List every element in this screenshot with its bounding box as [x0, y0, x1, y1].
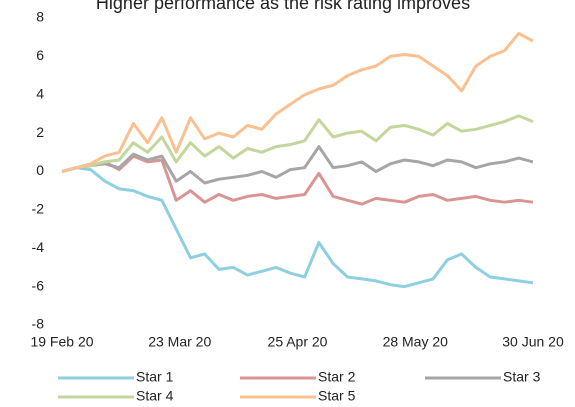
series-line	[61, 145, 534, 185]
legend-label: Star 4	[136, 388, 174, 404]
chart-title: Higher performance as the risk rating im…	[96, 0, 470, 13]
series-line	[61, 166, 534, 289]
y-tick-label: -4	[32, 239, 45, 255]
x-tick-label: 30 Jun 20	[502, 334, 564, 350]
y-tick-label: 0	[36, 162, 44, 178]
y-tick-label: 2	[36, 124, 44, 140]
x-tick-label: 28 May 20	[383, 334, 449, 350]
legend-label: Star 3	[503, 369, 541, 385]
legend-label: Star 5	[318, 388, 356, 404]
x-tick-label: 25 Apr 20	[268, 334, 328, 350]
y-tick-label: -2	[32, 201, 45, 217]
x-tick-label: 19 Feb 20	[30, 334, 93, 350]
legend-label: Star 1	[136, 369, 174, 385]
y-tick-label: 6	[36, 47, 44, 63]
y-tick-label: 8	[36, 9, 44, 25]
x-tick-label: 23 Mar 20	[148, 334, 211, 350]
legend-label: Star 2	[318, 369, 356, 385]
y-tick-label: -8	[32, 316, 45, 332]
y-tick-label: -6	[32, 277, 45, 293]
series-line	[61, 154, 534, 206]
series-line	[61, 31, 534, 173]
series-line	[61, 114, 534, 173]
y-tick-label: 4	[36, 85, 44, 101]
